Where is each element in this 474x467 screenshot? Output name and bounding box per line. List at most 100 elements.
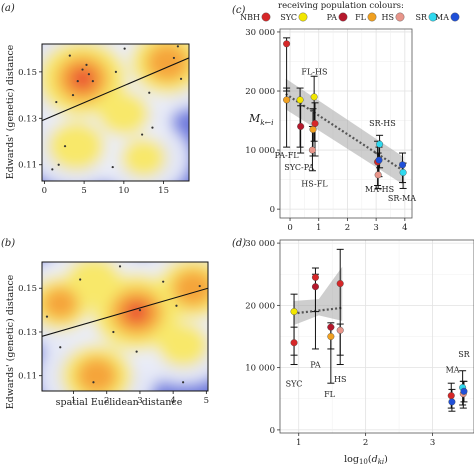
x-tick-label: 3 [373, 223, 378, 233]
density-orange [172, 269, 208, 307]
legend-label-sr: SR [415, 13, 427, 22]
point-label: HS [334, 375, 346, 384]
plot-frame [279, 28, 413, 219]
x-tick-label: 15 [158, 186, 169, 196]
data-point [76, 80, 79, 83]
point-label: PA [310, 361, 321, 370]
data-point [51, 168, 54, 171]
y-tick-label: 20 000 [245, 301, 275, 311]
legend-marker-nbh [261, 12, 271, 22]
panel-label-c: (c) [232, 5, 246, 16]
data-point [448, 398, 456, 406]
legend-label-fl: FL [355, 13, 367, 22]
x-tick-label: 2 [104, 396, 109, 406]
legend-label-syc: SYC [280, 13, 297, 22]
legend-marker-ma [450, 12, 460, 22]
legend: NBH SYC PA FL HS SR MA [240, 12, 460, 22]
data-point [327, 333, 335, 341]
data-point [311, 283, 319, 291]
density-orange [146, 44, 189, 82]
y-tick-label: 0.13 [18, 328, 37, 338]
x-tick-label: 0 [42, 186, 47, 196]
data-point [336, 326, 344, 334]
x-tick-label: 2 [345, 223, 350, 233]
y-tick-label: 0.11 [18, 372, 37, 382]
data-point [198, 284, 201, 288]
y-tick-label: 10 000 [245, 364, 275, 374]
panel-b-plot: 0.11 0.13 0.15 1 2 3 4 5 [18, 261, 209, 406]
point-label: SYC [286, 379, 303, 388]
data-point [375, 156, 383, 164]
density-yellow [65, 262, 122, 307]
panel-a-plot: 0.11 0.13 0.15 0 5 10 15 [18, 43, 190, 196]
panel-a-ylabel: Edwards' (genetic) distance [5, 44, 16, 179]
data-point [81, 68, 84, 71]
data-point [112, 330, 115, 334]
point-label: PA-FL [275, 151, 300, 160]
panel-d-xlabel: log10(dki) [344, 454, 388, 466]
point-label: FL [324, 390, 336, 399]
density-field [42, 262, 208, 391]
point-label: MA [446, 366, 460, 375]
panel-b-xlabel: spatial Euclidean distance [56, 397, 183, 408]
x-tick-label: 5 [81, 186, 86, 196]
data-point [148, 91, 151, 94]
y-tick-label: 30 000 [245, 28, 275, 38]
data-point [308, 146, 316, 154]
point-label: FL-HS [301, 67, 327, 76]
density-field [42, 44, 189, 181]
y-tick-label: 0.15 [18, 284, 37, 294]
fit-line [42, 287, 208, 337]
data-point [85, 63, 88, 66]
legend-marker-fl [367, 12, 377, 22]
density-layers [42, 44, 189, 181]
legend-marker-sr [428, 12, 438, 22]
x-tick-label: 4 [402, 223, 407, 233]
legend-marker-hs [395, 12, 405, 22]
x-tick-label: 10 [118, 186, 129, 196]
y-tick-label: 0 [270, 426, 275, 436]
panel-c-ylabel: Mk←i [248, 112, 274, 127]
density-red [70, 68, 95, 90]
data-point [63, 145, 67, 148]
data-point [45, 315, 49, 318]
data-point [399, 161, 407, 169]
x-tick-label: 3 [137, 396, 142, 406]
legend-marker-pa [338, 12, 348, 22]
data-point [460, 387, 468, 395]
data-point [118, 265, 122, 268]
data-point [182, 381, 185, 384]
data-point [111, 165, 114, 169]
y-tick-label: 30 000 [245, 239, 275, 249]
data-point [141, 133, 144, 136]
panel-b-ylabel: Edwards' (genetic) distance [5, 274, 16, 409]
data-point [114, 70, 117, 73]
data-point [79, 278, 82, 281]
data-point [123, 47, 126, 50]
point-label: SR-HS [369, 119, 396, 128]
panel-label-d: (d) [232, 238, 246, 249]
data-point [59, 346, 62, 349]
x-tick-label: 5 [204, 396, 209, 406]
data-point [311, 273, 319, 281]
density-layers [42, 262, 208, 391]
y-tick-label: 0.11 [18, 161, 37, 171]
legend-title: receiving population colours: [278, 1, 404, 11]
data-point [176, 45, 179, 48]
data-point [327, 323, 335, 331]
y-tick-label: 0 [270, 205, 275, 215]
x-tick-label: 1 [71, 396, 76, 406]
y-tick-label: 10 000 [245, 146, 275, 156]
data-point [172, 56, 176, 60]
point-label: SYC-PA [284, 163, 314, 172]
data-point [138, 309, 142, 312]
panel-label-b: (b) [1, 238, 15, 249]
y-tick-label: 0.13 [18, 114, 37, 124]
data-point [374, 171, 382, 179]
x-tick-label: 0 [287, 223, 292, 233]
data-point [68, 54, 71, 57]
plot-frame [41, 43, 190, 182]
panel-label-a: (a) [1, 3, 15, 14]
density-yellow [98, 91, 150, 136]
